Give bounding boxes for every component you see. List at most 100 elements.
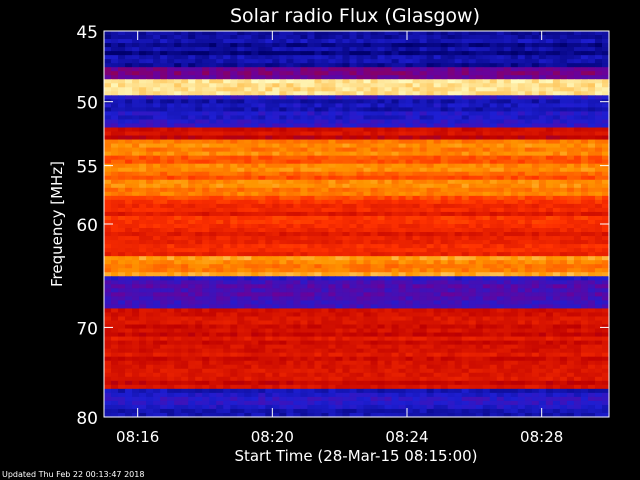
heatmap-cell [580,139,589,145]
heatmap-cell [461,119,470,125]
heatmap-cell [188,292,196,297]
heatmap-cell [244,175,252,181]
heatmap-cell [461,228,470,233]
heatmap-cell [524,99,533,104]
heatmap-cell [272,39,280,44]
heatmap-cell [454,215,463,221]
heatmap-cell [279,195,287,201]
heatmap-cell [503,63,512,68]
heatmap-cell [454,248,463,253]
heatmap-cell [433,95,442,100]
heatmap-cell [405,143,414,149]
heatmap-cell [531,272,540,277]
heatmap-cell [363,115,372,121]
heatmap-cell [258,276,266,281]
heatmap-cell [132,256,140,261]
heatmap-cell [125,248,133,253]
heatmap-cell [279,215,287,221]
heatmap-cell [370,99,379,104]
heatmap-cell [251,296,259,301]
heatmap-cell [587,304,596,310]
heatmap-cell [349,71,358,76]
heatmap-cell [181,187,189,193]
heatmap-cell [419,71,428,76]
heatmap-cell [265,232,273,237]
heatmap-cell [349,260,358,265]
heatmap-cell [104,260,112,265]
heatmap-cell [195,75,203,80]
heatmap-cell [195,155,203,161]
heatmap-cell [342,151,351,157]
heatmap-cell [552,179,561,185]
heatmap-cell [202,191,210,197]
heatmap-cell [230,55,238,60]
heatmap-cell [293,55,301,60]
heatmap-cell [377,187,386,193]
heatmap-cell [167,207,175,213]
heatmap-cell [286,131,294,137]
heatmap-cell [195,39,203,44]
heatmap-cell [503,35,512,40]
heatmap-cell [125,131,133,137]
heatmap-cell [356,252,365,257]
heatmap-cell [174,67,182,72]
heatmap-cell [419,115,428,121]
heatmap-cell [426,215,435,221]
heatmap-cell [216,115,224,121]
heatmap-cell [587,159,596,165]
heatmap-cell [405,272,414,277]
heatmap-cell [258,103,266,108]
heatmap-cell [447,75,456,80]
heatmap-cell [223,87,231,92]
heatmap-cell [580,256,589,261]
heatmap-cell [370,288,379,293]
heatmap-cell [118,163,126,169]
heatmap-cell [538,83,547,88]
heatmap-cell [321,71,330,76]
heatmap-cell [496,75,505,80]
heatmap-cell [524,119,533,125]
heatmap-cell [531,244,540,249]
heatmap-cell [216,123,224,129]
heatmap-cell [510,135,519,141]
heatmap-cell [300,123,308,129]
heatmap-cell [195,240,203,245]
heatmap-cell [538,123,547,129]
heatmap-cell [391,272,400,277]
heatmap-cell [566,135,575,141]
heatmap-cell [461,47,470,52]
heatmap-cell [370,155,379,161]
heatmap-cell [496,111,505,117]
heatmap-cell [475,195,484,201]
heatmap-cell [160,31,168,36]
heatmap-cell [552,207,561,213]
heatmap-cell [104,87,112,92]
heatmap-cell [461,183,470,189]
heatmap-cell [188,79,196,84]
heatmap-cell [426,39,435,44]
heatmap-cell [111,31,119,36]
heatmap-cell [447,115,456,121]
heatmap-cell [202,308,210,314]
heatmap-cell [405,99,414,104]
heatmap-cell [405,75,414,80]
heatmap-cell [552,276,561,281]
heatmap-cell [286,39,294,44]
heatmap-cell [237,71,245,76]
heatmap-cell [398,215,407,221]
heatmap-cell [328,111,337,117]
heatmap-cell [272,199,280,205]
heatmap-cell [104,123,112,129]
heatmap-cell [349,296,358,301]
heatmap-cell [419,51,428,56]
heatmap-cell [342,127,351,133]
heatmap-cell [349,175,358,181]
heatmap-cell [132,131,140,137]
heatmap-cell [293,240,301,245]
heatmap-cell [384,111,393,117]
heatmap-cell [538,199,547,205]
heatmap-cell [146,284,154,289]
heatmap-cell [489,43,498,48]
heatmap-cell [328,219,337,225]
heatmap-cell [230,203,238,209]
